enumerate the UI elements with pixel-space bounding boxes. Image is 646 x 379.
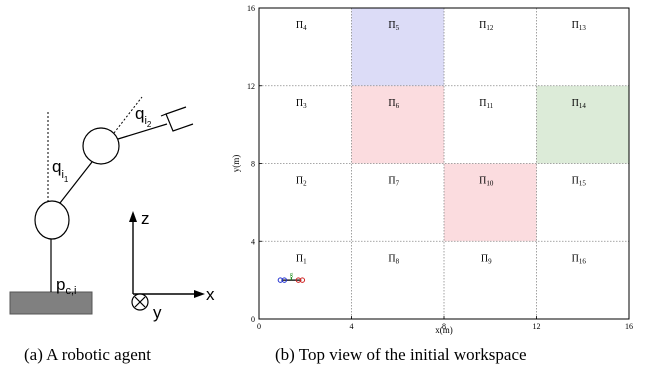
region-label-11: Π11 bbox=[479, 98, 493, 110]
region-cell-2 bbox=[259, 164, 352, 242]
x-tick-label: 8 bbox=[442, 322, 446, 331]
y-tick-label: 4 bbox=[251, 237, 255, 246]
joint-1 bbox=[34, 200, 70, 240]
region-cell-4 bbox=[259, 8, 352, 86]
label-z: z bbox=[141, 209, 150, 228]
region-cell-13 bbox=[537, 8, 630, 86]
gripper bbox=[165, 106, 194, 132]
x-tick-label: 12 bbox=[533, 322, 541, 331]
region-cell-3 bbox=[259, 86, 352, 164]
labels-layer: Π1 Π2 Π3 Π4 Π5 Π6 Π7 Π8 Π9 Π10 Π11 Π12 Π13 Π14 Π15 Π16 bbox=[296, 20, 586, 265]
region-label-2: Π2 bbox=[296, 176, 307, 188]
region-cell-6 bbox=[351, 85, 444, 164]
region-label-3: Π3 bbox=[296, 98, 307, 110]
region-label-8: Π8 bbox=[388, 253, 399, 265]
region-label-13: Π13 bbox=[572, 20, 587, 32]
label-p: pc,i bbox=[56, 275, 76, 297]
region-label-7: Π7 bbox=[388, 176, 399, 188]
region-cell-10 bbox=[444, 163, 537, 242]
region-label-10: Π10 bbox=[479, 176, 494, 188]
region-cell-11 bbox=[444, 86, 537, 164]
ticks-layer: 0 4 8 12 16 0 4 8 12 16 bbox=[247, 4, 633, 331]
joint-2 bbox=[82, 127, 120, 165]
region-cell-16 bbox=[537, 241, 630, 319]
robot-label: g bbox=[290, 272, 293, 278]
region-cell-8 bbox=[352, 241, 445, 319]
panel-workspace: 0 4 8 12 16 0 4 8 12 16 Π1 Π2 Π3 Π4 Π5 Π6 Π7 Π8 Π9 Π10 Π11 Π… bbox=[225, 0, 646, 374]
y-axis-label: y(m) bbox=[231, 155, 241, 173]
region-label-16: Π16 bbox=[572, 253, 587, 265]
caption-b: (b) Top view of the initial workspace bbox=[275, 345, 527, 364]
region-cell-12 bbox=[444, 8, 537, 86]
x-tick-label: 0 bbox=[257, 322, 261, 331]
region-label-14: Π14 bbox=[572, 98, 587, 110]
region-label-4: Π4 bbox=[296, 20, 307, 32]
link-1 bbox=[59, 161, 93, 204]
y-tick-label: 12 bbox=[247, 82, 255, 91]
base-platform bbox=[9, 291, 93, 315]
region-cell-5 bbox=[351, 8, 444, 86]
region-cell-15 bbox=[537, 164, 630, 242]
link-2 bbox=[117, 123, 168, 140]
region-label-12: Π12 bbox=[479, 20, 494, 32]
region-label-6: Π6 bbox=[388, 98, 399, 110]
x-tick-label: 4 bbox=[350, 322, 354, 331]
y-tick-label: 8 bbox=[251, 160, 255, 169]
robot-arm-diagram: qi1 qi2 pc,i z x y bbox=[9, 96, 215, 322]
region-label-5: Π5 bbox=[388, 20, 399, 32]
region-label-15: Π15 bbox=[572, 176, 587, 188]
region-cell-9 bbox=[444, 241, 537, 319]
panel-robotic-agent: qi1 qi2 pc,i z x y (a) A robotic agent bbox=[0, 0, 230, 374]
x-axis-label: x(m) bbox=[435, 325, 453, 335]
x-tick-label: 16 bbox=[625, 322, 633, 331]
region-label-9: Π9 bbox=[481, 253, 492, 265]
y-tick-label: 0 bbox=[251, 315, 255, 324]
label-x: x bbox=[206, 285, 215, 304]
region-cell-14 bbox=[536, 85, 629, 164]
region-cell-1 bbox=[259, 241, 352, 319]
label-y: y bbox=[153, 303, 162, 322]
robot-marker: g bbox=[277, 272, 306, 283]
region-label-1: Π1 bbox=[296, 253, 307, 265]
label-q2: qi2 bbox=[135, 104, 152, 129]
region-cell-7 bbox=[352, 164, 445, 242]
caption-a: (a) A robotic agent bbox=[24, 345, 151, 364]
y-tick-label: 16 bbox=[247, 4, 255, 13]
cells-layer bbox=[259, 8, 630, 319]
label-q1: qi1 bbox=[52, 157, 69, 184]
